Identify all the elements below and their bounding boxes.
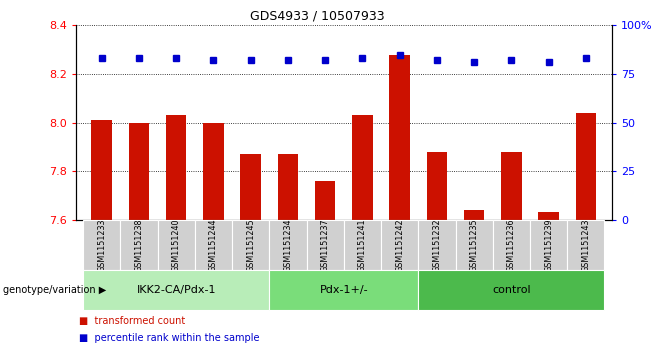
Bar [464,210,484,220]
Text: GSM1151245: GSM1151245 [246,218,255,272]
Text: GSM1151232: GSM1151232 [432,218,442,272]
Bar [381,220,418,270]
Bar [455,220,493,270]
Bar [538,212,559,220]
Bar [129,122,149,220]
Text: GSM1151240: GSM1151240 [172,218,181,272]
Text: GSM1151233: GSM1151233 [97,218,106,272]
Bar [269,220,307,270]
Text: IKK2-CA/Pdx-1: IKK2-CA/Pdx-1 [136,285,216,295]
Bar [203,122,224,220]
Bar [418,270,605,310]
Bar [493,220,530,270]
Bar [307,220,344,270]
Title: GDS4933 / 10507933: GDS4933 / 10507933 [249,10,384,23]
Bar [195,220,232,270]
Bar [390,54,410,220]
Bar [426,152,447,220]
Text: ■  transformed count: ■ transformed count [79,316,185,326]
Bar [315,181,336,220]
Bar [530,220,567,270]
Bar [232,220,269,270]
Text: ■  percentile rank within the sample: ■ percentile rank within the sample [79,333,259,343]
Text: GSM1151241: GSM1151241 [358,218,367,272]
Text: GSM1151235: GSM1151235 [470,218,478,272]
Text: GSM1151244: GSM1151244 [209,218,218,272]
Bar [166,115,186,220]
Text: GSM1151238: GSM1151238 [134,218,143,272]
Bar [83,220,120,270]
Text: control: control [492,285,531,295]
Text: GSM1151239: GSM1151239 [544,218,553,272]
Bar [501,152,522,220]
Bar [418,220,455,270]
Bar [158,220,195,270]
Bar [83,270,269,310]
Text: genotype/variation ▶: genotype/variation ▶ [3,285,107,295]
Bar [91,120,112,220]
Text: GSM1151237: GSM1151237 [320,218,330,272]
Bar [576,113,596,220]
Text: GSM1151243: GSM1151243 [582,218,590,272]
Bar [269,270,418,310]
Text: Pdx-1+/-: Pdx-1+/- [320,285,368,295]
Text: GSM1151242: GSM1151242 [395,218,404,272]
Bar [120,220,158,270]
Bar [240,154,261,220]
Bar [567,220,605,270]
Text: GSM1151234: GSM1151234 [284,218,292,272]
Bar [344,220,381,270]
Bar [352,115,372,220]
Bar [278,154,298,220]
Text: GSM1151236: GSM1151236 [507,218,516,272]
